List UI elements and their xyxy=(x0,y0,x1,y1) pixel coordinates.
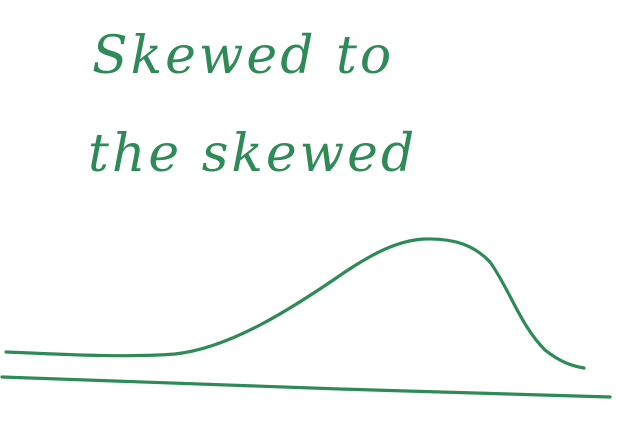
horizontal-axis-line xyxy=(0,375,612,399)
skewed-distribution-curve xyxy=(4,237,586,370)
annotation-line-2: the skewed xyxy=(88,124,418,184)
annotation-line-1: Skewed to xyxy=(92,26,395,86)
